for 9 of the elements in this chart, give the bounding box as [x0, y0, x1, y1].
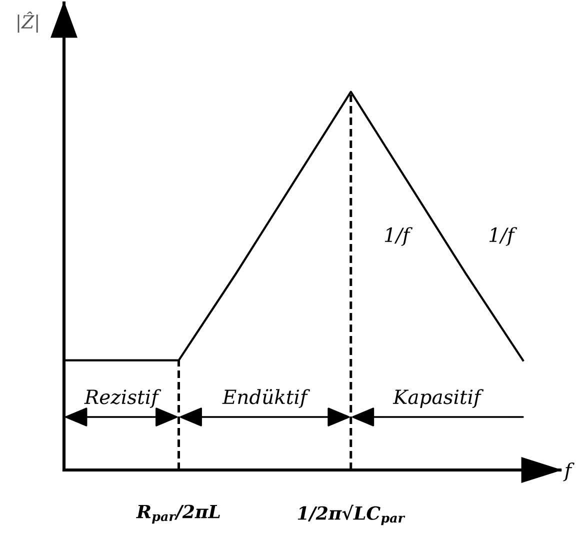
annotation: Endüktif [222, 389, 310, 408]
annotation: Kapasitif [392, 389, 484, 408]
annotation: 1/f [489, 227, 518, 246]
annotation: Rezistif [84, 389, 162, 408]
annotation: 1/f [384, 227, 413, 246]
x-axis-title: f [563, 462, 574, 482]
x-tick-label: 1/2π√LC$_{par}$ [298, 504, 406, 526]
y-axis-title: |Ẑ| [18, 12, 38, 33]
x-tick-label: R$_{par}$/2πL [136, 504, 220, 524]
